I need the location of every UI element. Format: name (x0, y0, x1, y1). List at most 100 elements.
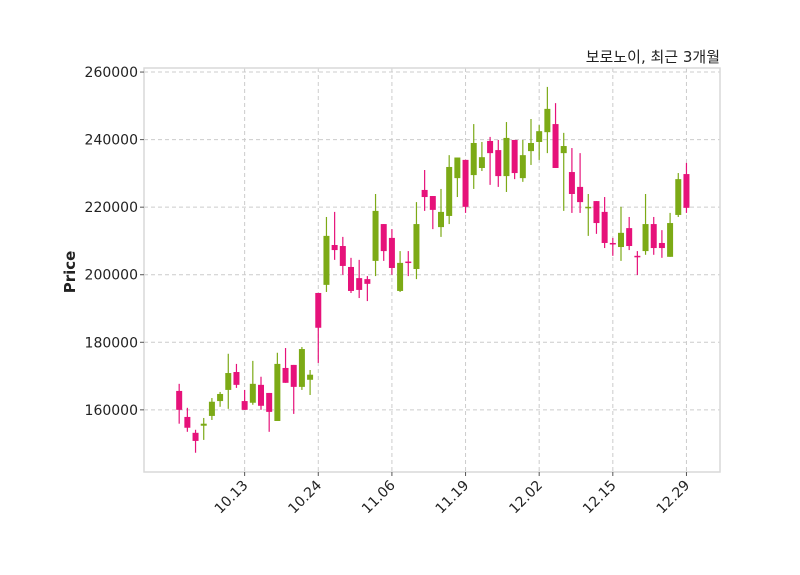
candle (438, 188, 444, 237)
candle (290, 364, 297, 414)
candle-body (593, 201, 600, 224)
candle (249, 360, 256, 405)
candle-body (650, 224, 657, 249)
candle-body (364, 279, 371, 284)
candle-body (282, 367, 289, 383)
candle (405, 251, 412, 277)
y-axis-ticks: 160000 180000 200000 220000 240000 260000 (85, 65, 144, 419)
candle (266, 392, 273, 432)
candle-body (454, 157, 461, 179)
candle-body (536, 131, 543, 142)
candle (323, 216, 330, 292)
candle (298, 347, 305, 390)
y-tick-label: 260000 (85, 65, 138, 81)
candle-body (348, 266, 354, 291)
candle (568, 148, 575, 213)
candle (241, 389, 248, 410)
candles (176, 86, 690, 453)
candle-body (626, 228, 633, 247)
candle-body (585, 206, 592, 209)
candle-body (339, 246, 346, 266)
candle-body (217, 393, 224, 402)
x-tick-label: 12.02 (506, 478, 546, 518)
candle-body (413, 224, 420, 269)
candle (282, 348, 289, 383)
candle (667, 212, 674, 257)
candle-body (258, 384, 264, 406)
candle-body (552, 124, 559, 168)
candle-body (323, 235, 330, 285)
candle-body (249, 383, 256, 403)
candle (380, 224, 387, 261)
candle (356, 259, 363, 299)
x-tick-label: 12.15 (580, 478, 620, 518)
candle (307, 369, 314, 395)
candle-body (429, 196, 436, 210)
candle (397, 251, 404, 292)
candle-body (634, 255, 641, 258)
candle-body (208, 401, 215, 416)
y-tick-label: 200000 (85, 268, 138, 284)
candle (364, 276, 371, 302)
candle-body (241, 401, 248, 410)
candle-body (225, 373, 232, 390)
candle (577, 153, 584, 213)
candle (462, 159, 469, 213)
candle-body (446, 166, 453, 216)
candle (208, 398, 215, 420)
x-tick-label: 11.06 (359, 477, 399, 517)
candle-body (315, 292, 322, 328)
candle-body (421, 189, 428, 198)
candle (634, 251, 641, 276)
candle (429, 196, 436, 230)
candle-body (487, 140, 494, 154)
candle-body (372, 210, 379, 261)
candle-body (470, 142, 477, 176)
candle-body (568, 172, 575, 194)
candle (478, 141, 485, 172)
candle-body (675, 179, 682, 215)
candle-body (388, 237, 395, 268)
candle-body (405, 261, 412, 264)
candle-body (200, 423, 207, 426)
candle (225, 353, 232, 409)
candle-body (298, 349, 305, 387)
x-tick-label: 10.24 (285, 477, 325, 517)
candle (683, 162, 690, 213)
candle (176, 383, 183, 424)
candle-body (192, 432, 199, 441)
candle-body (290, 364, 297, 387)
y-axis-label: Price (61, 251, 79, 294)
candle (200, 417, 207, 440)
candle-body (380, 224, 387, 252)
candle-body (609, 242, 616, 245)
candle-body (618, 232, 624, 248)
x-tick-label: 12.29 (654, 478, 694, 518)
candle (413, 202, 420, 280)
candle (642, 193, 649, 255)
candle (192, 429, 199, 453)
candle (446, 155, 453, 225)
candle-body (307, 374, 314, 380)
candle-body (478, 157, 485, 168)
candle (503, 122, 510, 192)
candle-body (683, 174, 690, 208)
candle-body (184, 416, 191, 428)
candle (626, 216, 633, 251)
grid-lines (144, 68, 720, 472)
candle-body (397, 262, 404, 291)
candle (585, 193, 592, 236)
candle (560, 132, 567, 211)
x-axis-ticks: 10.13 10.24 11.06 11.19 12.02 12.15 12.29 (212, 472, 693, 517)
candle-body (667, 223, 674, 257)
candle-body (528, 142, 534, 152)
candle-body (356, 278, 363, 290)
candle-body (266, 392, 273, 412)
y-tick-label: 240000 (85, 133, 138, 149)
x-tick-label: 11.19 (433, 478, 473, 518)
candle (331, 211, 338, 260)
candle (601, 197, 608, 249)
candle-body (577, 186, 584, 203)
candle (650, 216, 657, 255)
